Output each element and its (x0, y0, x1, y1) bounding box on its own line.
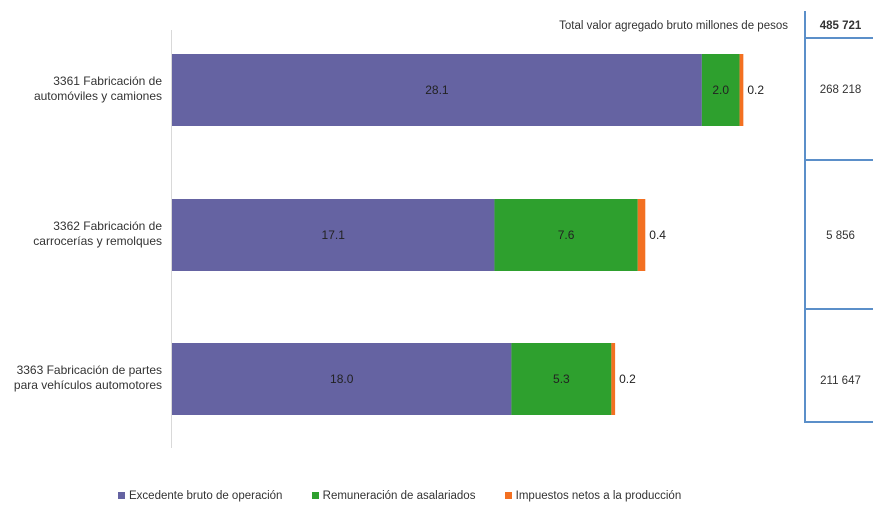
data-label: 5.3 (553, 372, 570, 386)
legend-item: Excedente bruto de operación (118, 490, 282, 502)
table-divider (806, 37, 873, 39)
bar-segment (701, 54, 740, 126)
bar-segment (739, 54, 744, 126)
legend-item: Remuneración de asalariados (311, 490, 476, 502)
legend-swatch (118, 492, 125, 500)
table-divider (806, 308, 873, 310)
data-label: 18.0 (330, 372, 354, 386)
bar-segment (511, 343, 612, 415)
data-label: 0.2 (747, 83, 764, 97)
data-label: 17.1 (322, 228, 346, 242)
legend-swatch (504, 492, 512, 500)
bar-segment (172, 199, 495, 271)
total-value: 485 721 (819, 20, 862, 32)
table-divider (806, 159, 873, 161)
data-label: 28.1 (425, 83, 449, 97)
bar-segment (494, 199, 638, 271)
legend-label: Remuneración de asalariados (322, 490, 476, 502)
legend-label: Impuestos netos a la producción (515, 490, 682, 502)
data-label: 7.6 (558, 228, 575, 242)
category-label-3361: 3361 Fabricación de automóviles y camion… (33, 74, 162, 103)
total-cell-3361: 268 218 (819, 84, 862, 96)
bar-segment (172, 54, 702, 126)
legend-label: Excedente bruto de operación (129, 490, 283, 502)
total-header-label: Total valor agregado bruto millones de p… (559, 20, 788, 32)
totals-table: 485 721 268 218 5 856 211 647 (804, 11, 873, 423)
chart-legend: Excedente bruto de operación Remuneració… (118, 490, 707, 502)
data-label: 0.2 (619, 372, 636, 386)
data-label: 0.4 (649, 228, 666, 242)
data-label: 2.0 (712, 83, 729, 97)
category-label-3362: 3362 Fabricación de carrocerías y remolq… (33, 219, 162, 248)
legend-swatch (311, 492, 319, 500)
bar-segment (172, 343, 512, 415)
legend-item: Impuestos netos a la producción (504, 490, 682, 502)
total-cell-3363: 211 647 (820, 375, 861, 387)
total-cell-3362: 5 856 (826, 230, 855, 242)
bar-segment (611, 343, 616, 415)
bar-segment (637, 199, 646, 271)
category-label-3363: 3363 Fabricación de partes para vehículo… (13, 363, 162, 392)
